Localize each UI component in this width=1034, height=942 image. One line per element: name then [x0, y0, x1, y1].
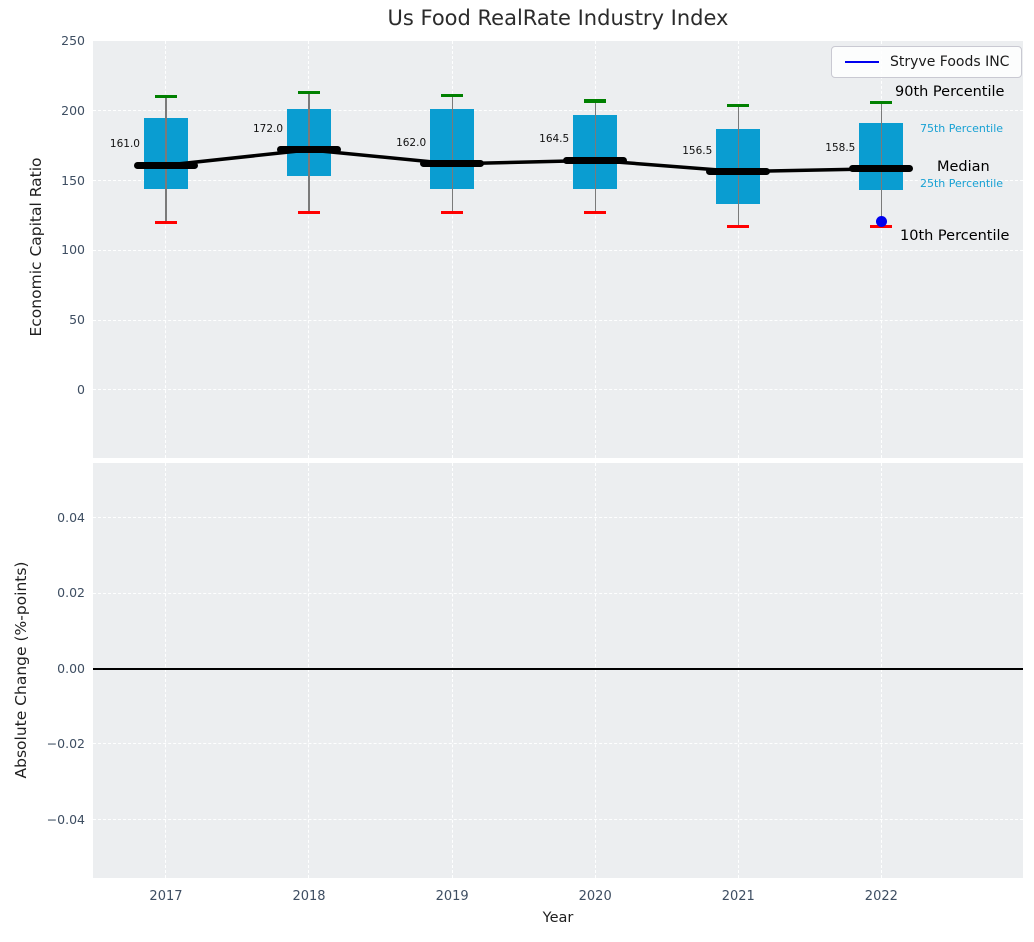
gridline-vertical	[737, 41, 739, 458]
median-value-label: 172.0	[252, 122, 284, 135]
zero-line	[93, 667, 1023, 670]
gridline-vertical	[308, 41, 310, 458]
y-tick-label: 250	[61, 33, 85, 48]
y-tick-label: 50	[69, 312, 85, 328]
whisker-cap-90th-2021	[727, 103, 750, 107]
gridline-horizontal	[93, 743, 1023, 745]
whisker-cap-90th-2019	[441, 93, 464, 98]
median-bar-2021	[706, 168, 771, 176]
legend-label: Stryve Foods INC	[890, 54, 1010, 70]
gridline-horizontal	[93, 110, 1023, 112]
series-point-stryve-foods-inc	[875, 215, 887, 227]
whisker-2017	[165, 96, 167, 223]
median-value-label: 162.0	[396, 136, 427, 149]
whisker-cap-90th-2022	[870, 100, 893, 104]
y-tick-label: 200	[61, 102, 85, 118]
gridline-vertical	[165, 41, 167, 458]
median-bar-2019	[420, 160, 485, 168]
gridline-horizontal	[93, 517, 1023, 519]
whisker-cap-10th-2019	[441, 211, 464, 215]
x-tick-label: 2018	[292, 889, 326, 904]
gridline-horizontal	[93, 319, 1023, 321]
gridline-vertical	[594, 41, 596, 458]
gridline-horizontal	[93, 180, 1023, 181]
gridline-vertical	[308, 463, 310, 878]
gridline-horizontal	[93, 389, 1023, 391]
median-bar-2017	[133, 161, 198, 169]
y-tick-label: 0.02	[57, 585, 85, 601]
x-tick-label: 2022	[864, 889, 898, 904]
whisker-cap-10th-2017	[154, 220, 177, 225]
bottom-axes	[93, 463, 1023, 878]
x-axis-label: Year	[542, 910, 574, 926]
gridline-vertical	[165, 463, 167, 878]
gridline-vertical	[451, 41, 453, 458]
whisker-cap-90th-2020	[584, 99, 607, 103]
median-value-label: 158.5	[825, 141, 856, 154]
median-value-label: 156.5	[682, 144, 713, 157]
gridline-vertical	[737, 463, 739, 878]
whisker-cap-90th-2017	[154, 95, 177, 99]
legend-line-sample-icon	[845, 61, 879, 63]
median-value-label: 161.0	[109, 138, 140, 151]
y-tick-label: −0.04	[46, 811, 85, 827]
median-bar-2020	[563, 156, 628, 164]
y-tick-label: −0.02	[46, 736, 85, 752]
median-bar-2022	[849, 165, 914, 173]
y-tick-label: 0.04	[57, 509, 85, 525]
y-tick-label: 100	[61, 242, 85, 258]
whisker-cap-90th-2018	[298, 91, 321, 95]
whisker-2019	[451, 95, 453, 213]
gridline-vertical	[880, 463, 882, 878]
whisker-2021	[737, 105, 739, 227]
whisker-cap-10th-2018	[298, 211, 321, 215]
annotation-90th-percentile: 90th Percentile	[895, 83, 1005, 100]
gridline-vertical	[880, 41, 882, 458]
annotation-25th-percentile: 25th Percentile	[920, 176, 1004, 190]
chart-title: Us Food RealRate Industry Index	[387, 6, 729, 30]
gridline-vertical	[451, 463, 453, 878]
gridline-vertical	[594, 463, 596, 878]
whisker-cap-10th-2022	[870, 225, 893, 229]
whisker-cap-10th-2021	[727, 225, 750, 229]
median-value-label: 164.5	[539, 133, 570, 146]
whisker-cap-10th-2020	[584, 211, 607, 215]
annotation-75th-percentile: 75th Percentile	[920, 121, 1004, 135]
x-tick-label: 2021	[721, 889, 755, 904]
x-tick-label: 2020	[578, 889, 612, 904]
annotation-10th-percentile: 10th Percentile	[900, 227, 1010, 244]
gridline-horizontal	[93, 249, 1023, 251]
legend: Stryve Foods INC	[831, 46, 1022, 78]
x-tick-label: 2019	[435, 889, 469, 904]
gridline-horizontal	[93, 592, 1023, 594]
gridline-horizontal	[93, 818, 1023, 820]
x-tick-label: 2017	[149, 889, 183, 904]
y-tick-label: 150	[61, 172, 85, 188]
median-bar-2018	[277, 146, 342, 154]
y-tick-label: 0.00	[57, 660, 85, 676]
annotation-median: Median	[937, 158, 990, 175]
y-tick-label: 0	[77, 382, 85, 397]
